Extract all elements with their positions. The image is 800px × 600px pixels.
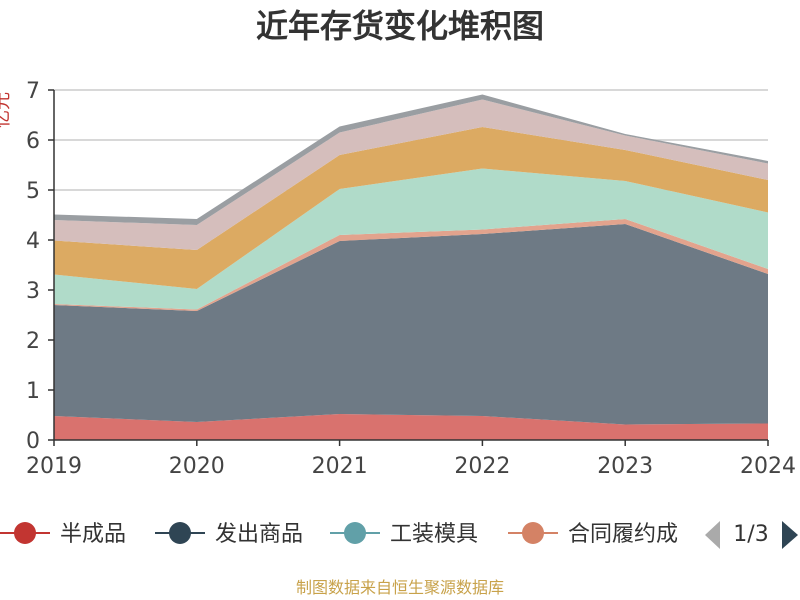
legend-item[interactable]: 工装模具: [330, 522, 478, 547]
y-tick-label: 5: [26, 179, 40, 204]
legend-marker-dot: [344, 522, 366, 544]
y-tick-label: 1: [26, 379, 40, 404]
legend-next-page-icon[interactable]: [782, 521, 798, 549]
area-series: [54, 94, 768, 440]
source-note: 制图数据来自恒生聚源数据库: [295, 578, 504, 597]
y-tick-label: 6: [26, 129, 40, 154]
x-tick-label: 2021: [312, 454, 368, 479]
chart-title: 近年存货变化堆积图: [255, 7, 544, 45]
y-tick-label: 4: [26, 229, 40, 254]
legend-item[interactable]: 半成品: [0, 522, 126, 547]
legend-item[interactable]: 合同履约成: [508, 522, 678, 547]
legend-label: 发出商品: [215, 522, 303, 547]
legend-page-indicator: 1/3: [733, 522, 768, 547]
legend-label: 半成品: [60, 522, 126, 547]
axes: 0 1 2 3 4 5 6 7 2019 2020 2021 2022 2023 2024: [26, 79, 796, 479]
x-tick-label: 2019: [26, 454, 82, 479]
area-series-发出商品: [54, 224, 768, 425]
legend-item[interactable]: 发出商品: [155, 522, 303, 547]
x-tick-label: 2022: [454, 454, 510, 479]
x-tick-label: 2023: [597, 454, 653, 479]
x-tick-label: 2020: [169, 454, 225, 479]
y-tick-label: 3: [26, 279, 40, 304]
legend-label: 工装模具: [390, 522, 478, 547]
y-axis-label: 亿元: [0, 92, 13, 128]
area-series-原材料: [54, 99, 768, 250]
legend-prev-page-icon[interactable]: [705, 521, 720, 549]
legend-marker-dot: [14, 522, 36, 544]
y-tick-label: 0: [26, 429, 40, 454]
legend-label: 合同履约成: [568, 522, 678, 547]
area-series-合同履约成本: [54, 219, 768, 311]
area-series-在产品: [54, 168, 768, 310]
legend-marker-dot: [169, 522, 191, 544]
area-series-产成品: [54, 127, 768, 289]
legend-marker-dot: [522, 522, 544, 544]
area-series-半成品: [54, 414, 768, 440]
legend: 半成品 发出商品 工装模具 合同履约成 1/3: [0, 521, 798, 549]
y-tick-label: 7: [26, 79, 40, 104]
x-tick-label: 2024: [740, 454, 796, 479]
y-tick-label: 2: [26, 329, 40, 354]
